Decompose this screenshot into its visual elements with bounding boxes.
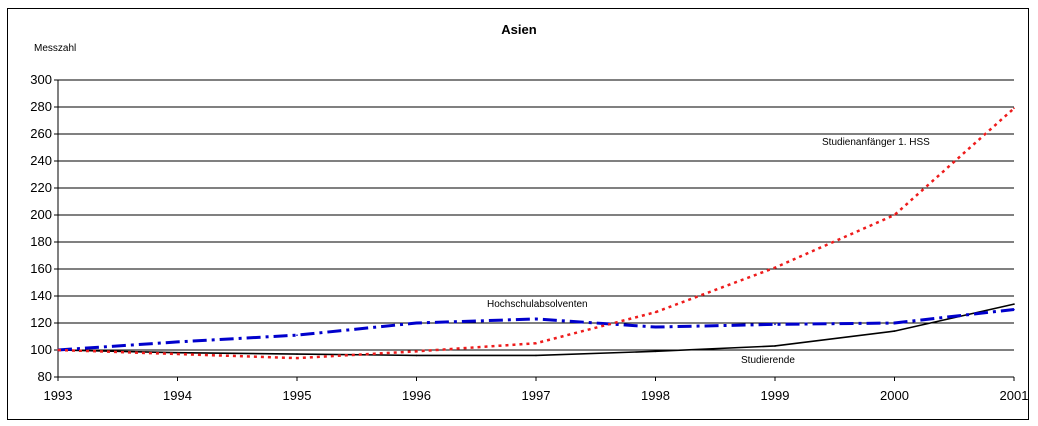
x-tick-label: 1994 [163,388,192,403]
series-2-point-1994 [176,353,179,355]
series-1-point-1994 [176,341,179,343]
y-tick-label: 260 [30,126,52,141]
series-2-point-1999 [774,266,776,269]
series-2-point-2001 [1013,107,1015,110]
series-0-point-1997 [535,354,537,357]
y-tick-label: 180 [30,234,52,249]
series-2-point-1995 [296,357,298,359]
series-0-point-2001 [1013,303,1015,305]
series-2-point-1997 [535,342,537,345]
x-tick-label: 1996 [402,388,431,403]
series-label-2: Studienanfänger 1. HSS [822,137,930,148]
series-2-point-1996 [415,350,418,353]
series-1-point-1998 [654,326,657,328]
x-tick-label: 1999 [761,388,790,403]
x-tick-label: 2001 [1000,388,1029,403]
y-tick-label: 300 [30,72,52,87]
series-1-point-1996 [415,322,418,324]
series-2-point-1998 [654,311,657,314]
y-axis-label: Messzahl [34,43,76,54]
y-tick-label: 140 [30,288,52,303]
series-1-point-1997 [535,318,537,320]
series-2-point-1993 [57,349,59,351]
series-1-point-2000 [893,322,896,324]
x-tick-label: 1995 [283,388,312,403]
x-tick-label: 1998 [641,388,670,403]
chart-title: Asien [501,22,536,37]
series-0-point-1998 [654,350,657,353]
series-label-1: Hochschulabsolventen [487,299,588,310]
series-label-0: Studierende [741,355,795,366]
y-tick-label: 100 [30,342,52,357]
y-tick-label: 200 [30,207,52,222]
y-tick-label: 160 [30,261,52,276]
x-tick-label: 1993 [44,388,73,403]
series-1-point-2001 [1013,308,1015,311]
series-1-point-1995 [296,334,298,336]
series-0-point-1995 [296,353,298,355]
x-tick-label: 2000 [880,388,909,403]
series-0-point-1996 [415,354,418,357]
series-line-0 [57,303,1015,357]
y-tick-label: 80 [38,369,52,384]
series-0-point-1999 [774,345,776,347]
y-tick-label: 120 [30,315,52,330]
y-tick-label: 220 [30,180,52,195]
series-1-point-1999 [774,323,776,326]
series-0-point-2000 [893,330,896,332]
y-tick-label: 240 [30,153,52,168]
series-2-point-2000 [893,214,896,216]
chart-frame [7,8,1029,420]
y-tick-label: 280 [30,99,52,114]
x-tick-label: 1997 [522,388,551,403]
